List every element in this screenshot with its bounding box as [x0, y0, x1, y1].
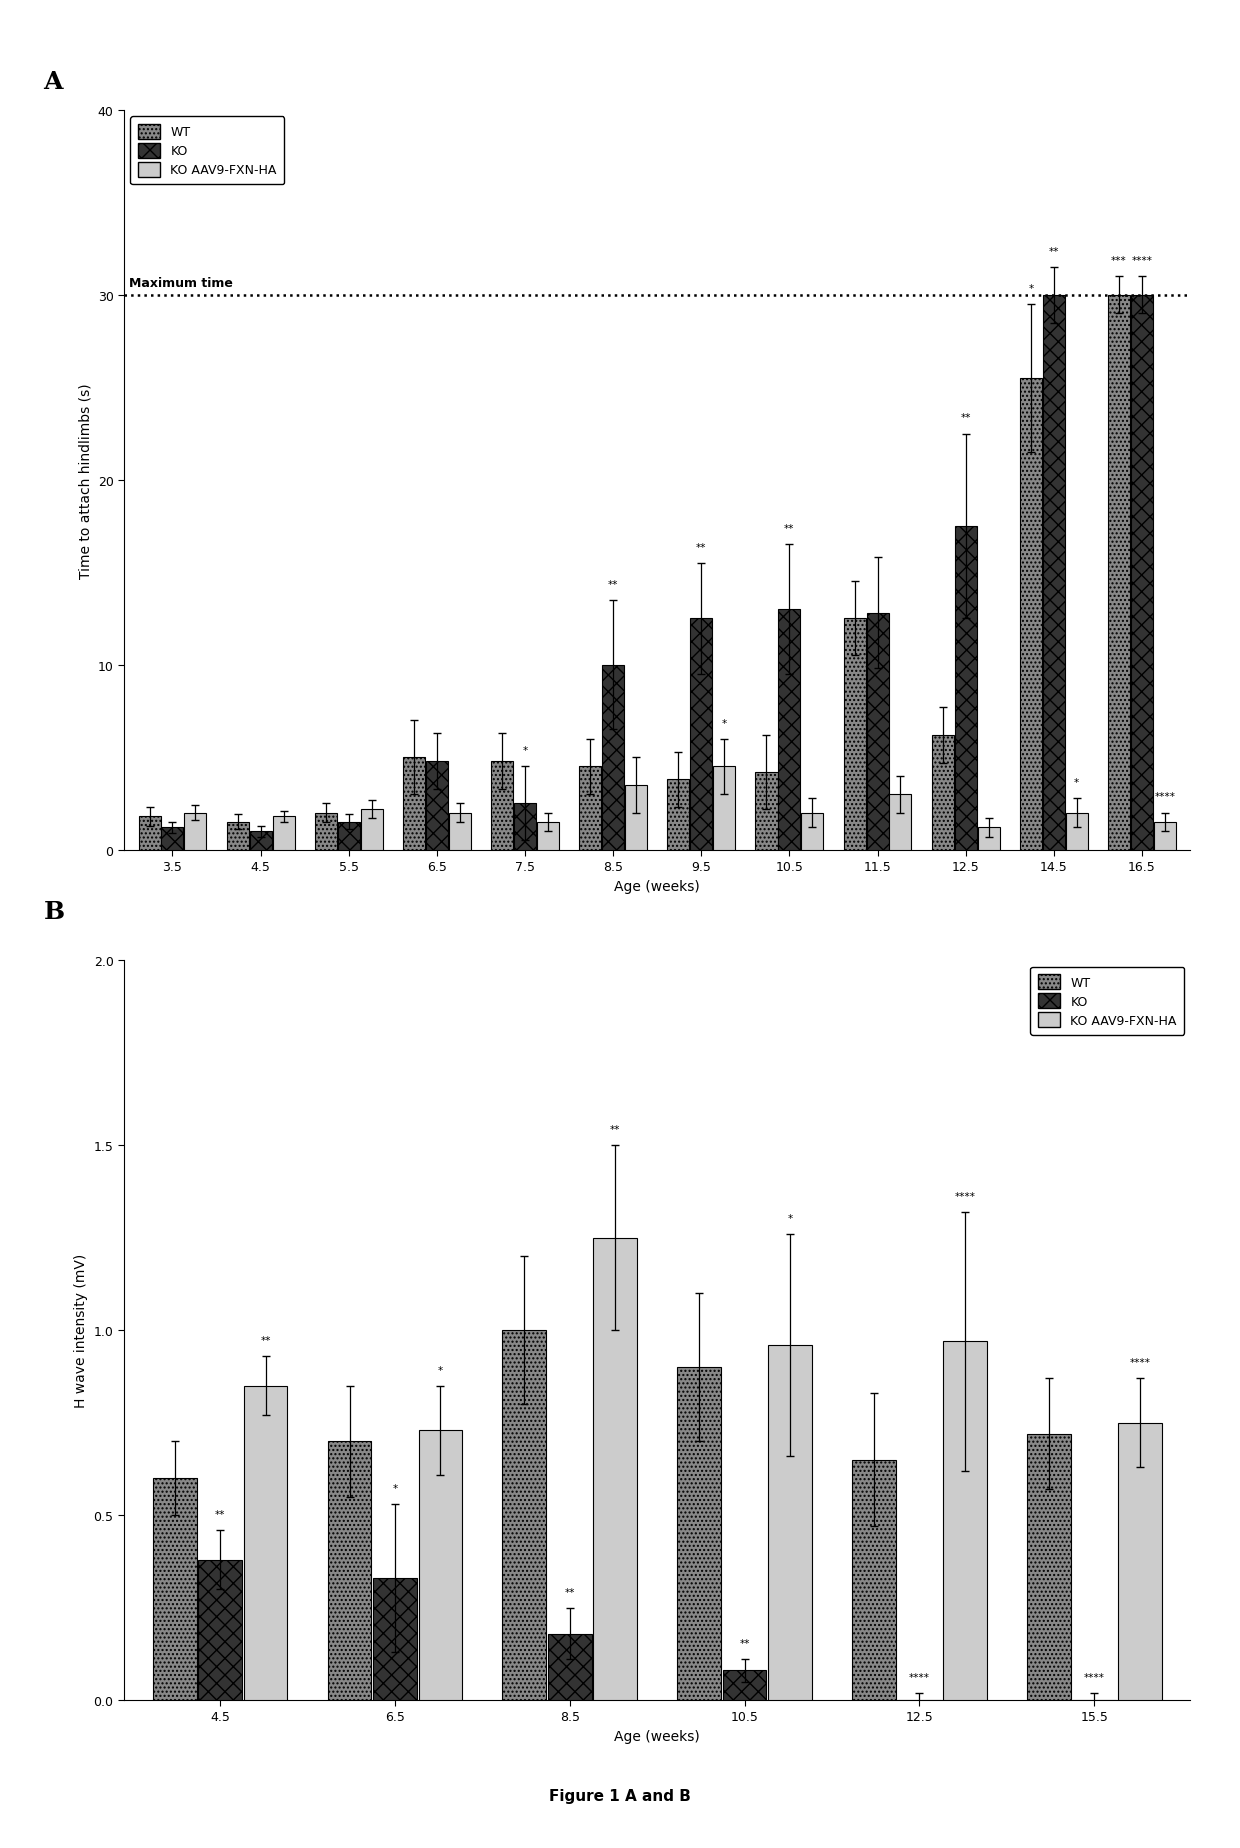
Bar [769, 1345, 812, 1700]
Text: **: ** [961, 414, 971, 423]
Bar [548, 1634, 591, 1700]
Bar [249, 832, 272, 850]
X-axis label: Age (weeks): Age (weeks) [614, 880, 701, 893]
Text: ****: **** [1084, 1672, 1105, 1682]
X-axis label: Age (weeks): Age (weeks) [614, 1730, 701, 1743]
Text: Maximum time: Maximum time [129, 277, 233, 290]
Bar [185, 813, 206, 850]
Text: **: ** [260, 1336, 270, 1345]
Bar [425, 761, 448, 850]
Text: *: * [522, 747, 528, 756]
Text: *: * [1028, 285, 1033, 294]
Bar [852, 1460, 895, 1700]
Text: **: ** [215, 1510, 226, 1519]
Text: **: ** [696, 543, 707, 553]
Bar [755, 772, 777, 850]
Text: ****: **** [1130, 1358, 1151, 1368]
Text: ****: **** [1154, 793, 1176, 802]
Bar [603, 665, 624, 850]
Bar [667, 780, 689, 850]
Bar [579, 767, 601, 850]
Bar [1117, 1423, 1162, 1700]
Bar [625, 785, 647, 850]
Text: A: A [43, 70, 63, 94]
Text: *: * [722, 719, 727, 728]
Bar [153, 1478, 197, 1700]
Text: *: * [438, 1366, 443, 1375]
Bar [955, 527, 977, 850]
Bar [198, 1560, 242, 1700]
Text: Figure 1 A and B: Figure 1 A and B [549, 1789, 691, 1804]
Text: **: ** [739, 1639, 750, 1648]
Bar [337, 822, 360, 850]
Bar [801, 813, 823, 850]
Bar [373, 1578, 417, 1700]
Bar [537, 822, 559, 850]
Legend: WT, KO, KO AAV9-FXN-HA: WT, KO, KO AAV9-FXN-HA [1030, 967, 1184, 1035]
Bar [867, 614, 889, 850]
Bar [361, 809, 383, 850]
Bar [315, 813, 337, 850]
Bar [1027, 1434, 1070, 1700]
Bar [139, 817, 160, 850]
Text: ***: *** [1111, 257, 1127, 266]
Text: **: ** [784, 525, 795, 534]
Bar [403, 758, 425, 850]
Bar [327, 1441, 371, 1700]
Bar [931, 736, 954, 850]
Bar [723, 1671, 766, 1700]
Bar [244, 1386, 288, 1700]
Bar [977, 828, 999, 850]
Bar [1065, 813, 1087, 850]
Bar [944, 1342, 987, 1700]
Bar [1109, 296, 1130, 850]
Bar [1154, 822, 1176, 850]
Bar [713, 767, 735, 850]
Bar [502, 1331, 546, 1700]
Text: **: ** [564, 1587, 575, 1597]
Text: ****: **** [909, 1672, 930, 1682]
Bar [419, 1430, 463, 1700]
Bar [449, 813, 471, 850]
Bar [227, 822, 249, 850]
Legend: WT, KO, KO AAV9-FXN-HA: WT, KO, KO AAV9-FXN-HA [130, 116, 284, 185]
Text: ****: **** [955, 1192, 976, 1201]
Bar [779, 610, 800, 850]
Text: *: * [392, 1484, 398, 1493]
Bar [594, 1238, 637, 1700]
Text: B: B [43, 900, 64, 924]
Y-axis label: Time to attach hindlimbs (s): Time to attach hindlimbs (s) [78, 383, 92, 578]
Bar [1131, 296, 1153, 850]
Y-axis label: H wave intensity (mV): H wave intensity (mV) [74, 1253, 88, 1408]
Text: *: * [787, 1214, 792, 1223]
Bar [1043, 296, 1065, 850]
Text: **: ** [608, 580, 619, 590]
Bar [491, 761, 513, 850]
Bar [691, 619, 712, 850]
Bar [515, 804, 536, 850]
Text: ****: **** [1131, 257, 1152, 266]
Text: *: * [1074, 778, 1079, 787]
Bar [273, 817, 295, 850]
Bar [677, 1368, 720, 1700]
Bar [889, 795, 911, 850]
Text: **: ** [610, 1125, 620, 1135]
Text: **: ** [1049, 248, 1059, 257]
Bar [161, 828, 184, 850]
Bar [1019, 379, 1042, 850]
Bar [843, 619, 866, 850]
